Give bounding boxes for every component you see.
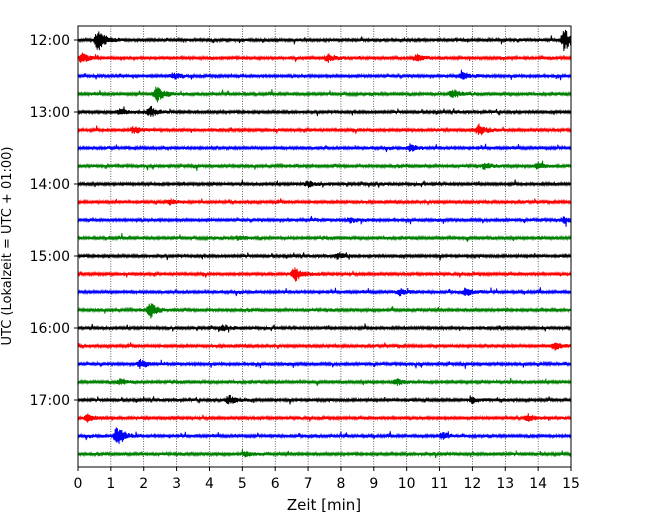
trace-1430 <box>77 215 572 227</box>
y-axis-ticks: 12:00 13:00 14:00 15:00 16:00 17:00 <box>30 33 78 409</box>
x-tick-label: 15 <box>562 476 580 492</box>
seismogram-traces <box>77 29 572 459</box>
x-tick-label: 10 <box>398 476 416 492</box>
trace-1315 <box>77 123 572 136</box>
trace-1215 <box>77 52 572 63</box>
x-tick-label: 6 <box>271 476 280 492</box>
trace-1515 <box>77 267 572 282</box>
trace-1745 <box>77 449 572 459</box>
x-axis-label: Zeit [min] <box>287 496 361 514</box>
x-tick-label: 11 <box>431 476 449 492</box>
x-tick-label: 8 <box>336 476 345 492</box>
x-tick-label: 1 <box>106 476 115 492</box>
x-tick-label: 12 <box>463 476 481 492</box>
y-tick-label: 16:00 <box>30 321 70 337</box>
trace-1700 <box>77 394 572 405</box>
trace-1230 <box>77 69 572 81</box>
trace-1345 <box>77 160 572 171</box>
trace-1245 <box>77 86 572 103</box>
x-tick-label: 13 <box>496 476 514 492</box>
trace-1415 <box>77 198 572 206</box>
y-tick-label: 14:00 <box>30 177 70 193</box>
x-tick-label: 7 <box>304 476 313 492</box>
trace-1630 <box>77 358 572 369</box>
x-tick-label: 0 <box>74 476 83 492</box>
trace-1530 <box>77 287 572 297</box>
x-tick-label: 2 <box>139 476 148 492</box>
y-tick-label: 17:00 <box>30 393 70 409</box>
trace-1715 <box>77 413 572 423</box>
trace-1645 <box>77 377 572 386</box>
trace-1600 <box>77 323 572 333</box>
y-axis-label: UTC (Lokalzeit = UTC + 01:00) <box>0 147 15 346</box>
y-tick-label: 13:00 <box>30 105 70 121</box>
trace-1445 <box>77 233 572 242</box>
trace-1500 <box>77 252 572 261</box>
trace-1615 <box>77 342 572 351</box>
trace-1300 <box>77 105 572 117</box>
plot-frame <box>77 25 572 468</box>
x-tick-label: 4 <box>205 476 214 492</box>
x-tick-label: 5 <box>238 476 247 492</box>
x-tick-label: 9 <box>369 476 378 492</box>
x-axis-ticks: 0 1 2 3 4 5 6 7 8 9 10 11 12 13 14 15 <box>74 467 580 492</box>
trace-1200 <box>77 29 572 51</box>
x-tick-label: 3 <box>172 476 181 492</box>
trace-1330 <box>77 143 572 153</box>
grid-lines <box>110 26 539 467</box>
trace-1730 <box>77 427 572 444</box>
y-tick-label: 12:00 <box>30 33 70 49</box>
y-tick-label: 15:00 <box>30 249 70 265</box>
trace-1400 <box>77 179 572 189</box>
trace-1545 <box>77 303 572 319</box>
x-tick-label: 14 <box>529 476 547 492</box>
